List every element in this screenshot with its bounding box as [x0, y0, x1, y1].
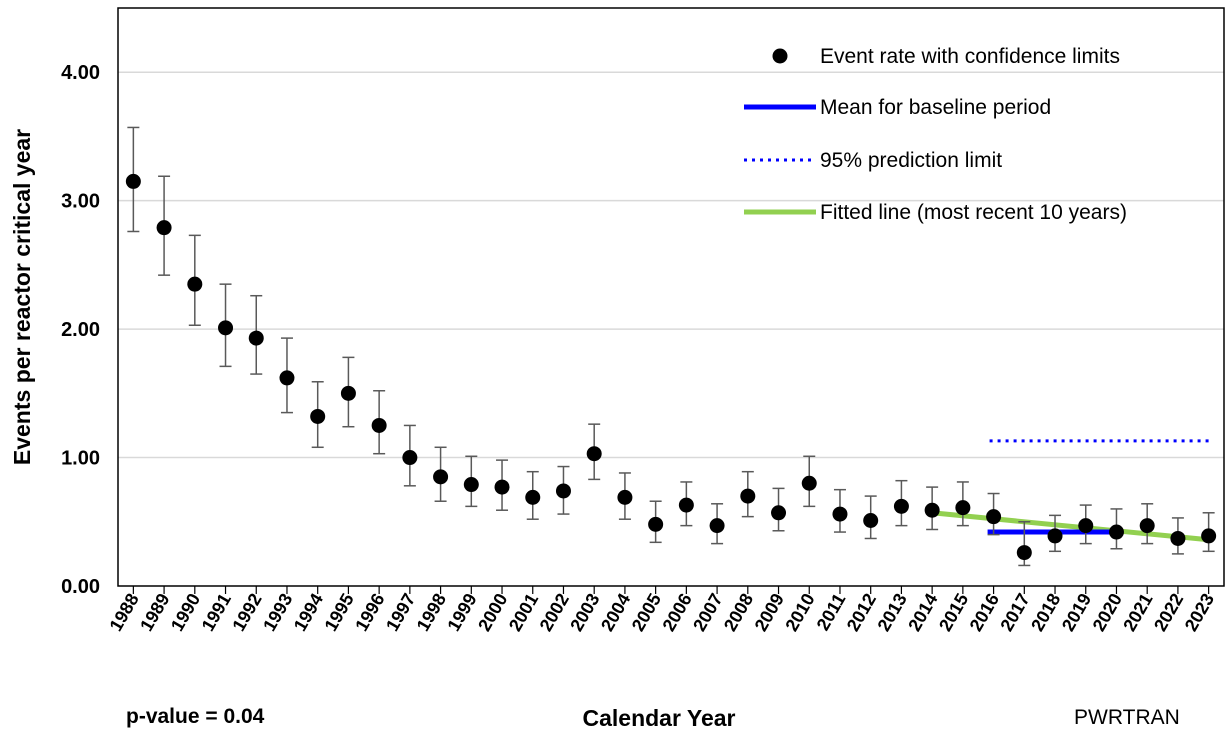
data-point-1993	[279, 370, 295, 386]
data-point-2022	[1170, 530, 1186, 546]
y-tick-label-0.00: 0.00	[61, 576, 100, 598]
source-tag-label: PWRTRAN	[1074, 706, 1180, 729]
data-point-1999	[463, 477, 479, 493]
x-tick-label-2016: 2016	[966, 590, 1003, 635]
x-tick-label-2007: 2007	[689, 590, 726, 635]
x-tick-label-2020: 2020	[1089, 590, 1126, 635]
x-tick-label-2014: 2014	[904, 590, 941, 635]
data-point-2002	[555, 483, 571, 499]
fitted-line	[931, 510, 1209, 543]
x-tick-label-2017: 2017	[996, 590, 1033, 635]
data-point-1995	[340, 385, 356, 401]
data-point-2019	[1078, 518, 1094, 534]
data-point-2020	[1108, 524, 1124, 540]
data-point-2004	[617, 489, 633, 505]
data-point-2013	[893, 498, 909, 514]
x-tick-label-1989: 1989	[136, 590, 173, 635]
data-point-2005	[648, 516, 664, 532]
x-tick-label-2008: 2008	[720, 590, 757, 635]
x-tick-label-1988: 1988	[105, 590, 142, 635]
x-axis-ticks: 1988198919901991199219931994199519961997…	[105, 586, 1218, 635]
data-point-2023	[1201, 528, 1217, 544]
legend: Event rate with confidence limits Mean f…	[744, 45, 1127, 224]
x-tick-label-2009: 2009	[751, 590, 788, 635]
data-point-2012	[863, 512, 879, 528]
x-tick-label-2011: 2011	[813, 590, 850, 634]
x-tick-label-2018: 2018	[1027, 590, 1064, 635]
y-axis-title: Events per reactor critical year	[9, 129, 35, 465]
data-point-1992	[248, 330, 264, 346]
y-tick-label-1.00: 1.00	[61, 448, 100, 470]
legend-label-prediction-limit: 95% prediction limit	[820, 149, 1002, 172]
data-point-2001	[525, 489, 541, 505]
x-tick-label-1995: 1995	[321, 590, 358, 635]
data-point-2016	[986, 509, 1002, 525]
legend-label-fitted-line: Fitted line (most recent 10 years)	[820, 201, 1127, 224]
x-tick-label-1990: 1990	[167, 590, 204, 635]
plot-area-border	[117, 7, 1225, 587]
x-tick-label-1992: 1992	[228, 590, 265, 635]
data-point-2018	[1047, 528, 1063, 544]
data-point-2007	[709, 518, 725, 534]
data-point-1997	[402, 450, 418, 466]
x-tick-label-2023: 2023	[1181, 590, 1218, 635]
x-axis-title: Calendar Year	[582, 705, 735, 731]
p-value-label: p-value = 0.04	[126, 705, 265, 728]
x-tick-label-1994: 1994	[290, 590, 327, 635]
x-tick-label-2021: 2021	[1119, 590, 1156, 635]
legend-label-event-rate: Event rate with confidence limits	[820, 45, 1120, 68]
x-tick-label-2002: 2002	[536, 590, 573, 635]
x-tick-label-2001: 2001	[505, 590, 542, 635]
data-point-1991	[218, 320, 234, 336]
x-tick-label-2005: 2005	[628, 590, 665, 635]
gridlines	[118, 71, 1224, 459]
x-tick-label-1999: 1999	[443, 590, 480, 635]
data-point-1989	[156, 220, 172, 236]
data-point-2000	[494, 479, 510, 495]
y-tick-label-3.00: 3.00	[61, 191, 100, 213]
data-point-2021	[1139, 518, 1155, 534]
data-point-1988	[125, 173, 141, 189]
data-point-2006	[678, 497, 694, 513]
legend-label-baseline-mean: Mean for baseline period	[820, 96, 1051, 119]
data-points	[125, 173, 1217, 561]
x-tick-label-2003: 2003	[566, 590, 603, 635]
legend-marker-event-rate	[772, 48, 788, 64]
x-tick-label-1998: 1998	[413, 590, 450, 635]
data-point-2003	[586, 446, 602, 462]
data-point-2009	[771, 505, 787, 521]
x-tick-label-1996: 1996	[351, 590, 388, 635]
data-point-1990	[187, 276, 203, 292]
data-point-1998	[433, 469, 449, 485]
data-point-1996	[371, 417, 387, 433]
y-tick-label-2.00: 2.00	[61, 319, 100, 341]
error-bars	[127, 126, 1215, 567]
data-point-2017	[1016, 545, 1032, 561]
data-point-2008	[740, 488, 756, 504]
series-lines	[931, 439, 1211, 543]
data-point-2011	[832, 506, 848, 522]
x-tick-label-1993: 1993	[259, 590, 296, 635]
y-tick-label-4.00: 4.00	[61, 62, 100, 84]
data-point-2014	[924, 502, 940, 518]
x-tick-label-1997: 1997	[382, 590, 419, 635]
x-tick-label-2012: 2012	[843, 590, 880, 635]
y-axis-ticks: 0.00 1.00 2.00 3.00 4.00	[61, 62, 100, 598]
x-tick-label-2000: 2000	[474, 590, 511, 635]
data-point-2015	[955, 500, 971, 516]
x-tick-label-2015: 2015	[935, 590, 972, 635]
x-tick-label-2013: 2013	[874, 590, 911, 635]
x-tick-label-2004: 2004	[597, 590, 634, 635]
x-tick-label-2010: 2010	[781, 590, 818, 635]
x-tick-label-1991: 1991	[198, 590, 235, 635]
x-tick-label-2019: 2019	[1058, 590, 1095, 635]
x-tick-label-2022: 2022	[1150, 590, 1187, 635]
data-point-2010	[801, 475, 817, 491]
data-point-1994	[310, 408, 326, 424]
x-tick-label-2006: 2006	[658, 590, 695, 635]
